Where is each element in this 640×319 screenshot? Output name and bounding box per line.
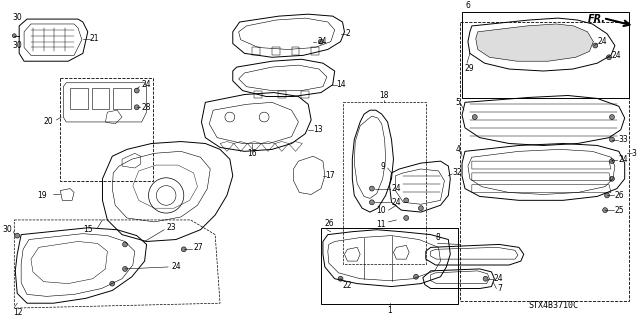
Circle shape <box>419 206 423 211</box>
Text: 24: 24 <box>619 155 628 164</box>
Bar <box>342 102 426 264</box>
Text: 26: 26 <box>325 219 335 228</box>
Text: 23: 23 <box>166 223 176 232</box>
Text: 30: 30 <box>12 41 22 50</box>
Text: 12: 12 <box>13 308 23 317</box>
Text: 8: 8 <box>436 234 440 242</box>
Text: 21: 21 <box>90 34 99 43</box>
Text: 27: 27 <box>193 243 204 252</box>
Circle shape <box>593 43 598 48</box>
Text: 14: 14 <box>337 80 346 89</box>
Circle shape <box>122 242 127 247</box>
Circle shape <box>607 55 611 60</box>
Text: 24: 24 <box>141 80 151 89</box>
Text: 3: 3 <box>632 149 636 158</box>
Text: 10: 10 <box>376 206 386 215</box>
Text: 33: 33 <box>619 135 628 144</box>
Text: 30: 30 <box>12 13 22 22</box>
Text: 26: 26 <box>615 191 625 200</box>
Text: 7: 7 <box>497 284 502 293</box>
Circle shape <box>603 208 607 212</box>
Text: 11: 11 <box>376 220 386 229</box>
Text: 32: 32 <box>452 168 462 177</box>
Circle shape <box>122 266 127 271</box>
Circle shape <box>472 115 477 120</box>
Text: FR.: FR. <box>588 14 605 24</box>
Text: 24: 24 <box>493 274 503 283</box>
Circle shape <box>609 137 614 142</box>
Circle shape <box>609 115 614 120</box>
Bar <box>70 88 88 109</box>
Text: 24: 24 <box>317 37 326 46</box>
Text: 22: 22 <box>342 281 352 290</box>
Circle shape <box>483 276 488 281</box>
Text: 24: 24 <box>392 198 401 207</box>
Circle shape <box>134 88 140 93</box>
Bar <box>462 12 628 99</box>
Circle shape <box>404 216 409 220</box>
Text: 29: 29 <box>465 63 475 72</box>
Text: 6: 6 <box>466 1 471 10</box>
Polygon shape <box>476 24 593 61</box>
Bar <box>321 228 458 304</box>
Text: 1: 1 <box>387 306 392 315</box>
Circle shape <box>605 193 609 198</box>
Circle shape <box>338 276 343 281</box>
Text: 4: 4 <box>455 145 460 154</box>
Bar <box>60 78 154 181</box>
Text: 28: 28 <box>141 103 151 112</box>
Circle shape <box>181 247 186 252</box>
Text: 18: 18 <box>379 92 388 100</box>
Circle shape <box>15 233 20 238</box>
Bar <box>92 88 109 109</box>
Bar <box>113 88 131 109</box>
Text: 25: 25 <box>615 206 625 215</box>
Text: STX4B3710C: STX4B3710C <box>529 301 579 310</box>
Circle shape <box>404 198 409 203</box>
Text: 19: 19 <box>37 191 47 200</box>
Text: 20: 20 <box>44 117 54 126</box>
Text: 16: 16 <box>248 149 257 159</box>
Text: 17: 17 <box>325 171 335 180</box>
Text: 9: 9 <box>381 161 386 171</box>
Text: 5: 5 <box>455 98 460 107</box>
Circle shape <box>369 186 374 191</box>
Circle shape <box>110 281 115 286</box>
Circle shape <box>369 200 374 205</box>
Circle shape <box>609 176 614 181</box>
Circle shape <box>609 159 614 164</box>
Text: 24: 24 <box>597 37 607 46</box>
Circle shape <box>319 39 323 44</box>
Text: 24: 24 <box>612 51 621 60</box>
Text: 15: 15 <box>83 225 93 234</box>
Text: 2: 2 <box>346 29 350 38</box>
Text: 24: 24 <box>171 263 180 271</box>
Text: 13: 13 <box>313 125 323 134</box>
Circle shape <box>12 34 16 38</box>
Text: 30: 30 <box>3 225 12 234</box>
Text: 24: 24 <box>392 184 401 193</box>
Circle shape <box>413 274 419 279</box>
Bar <box>460 22 628 301</box>
Circle shape <box>134 105 140 110</box>
